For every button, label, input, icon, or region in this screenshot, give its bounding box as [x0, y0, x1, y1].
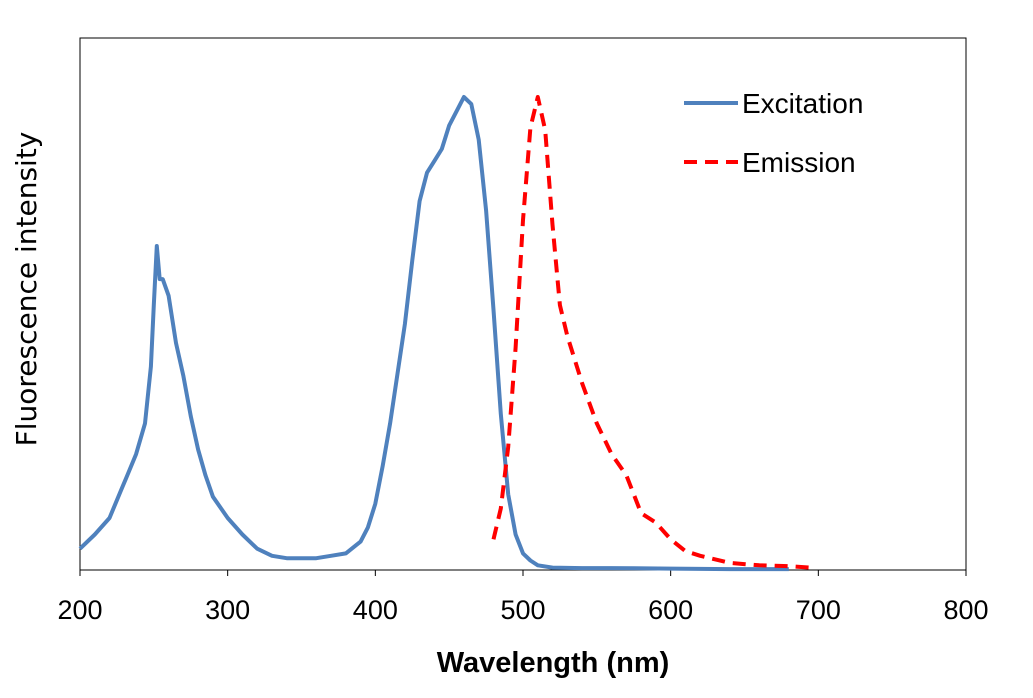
x-tick-label: 700: [796, 595, 841, 625]
series-line-emission: [491, 95, 812, 570]
x-axis-ticks: 200 300 400 500 600 700 800: [57, 570, 989, 625]
legend-label-excitation: Excitation: [742, 88, 863, 119]
x-tick-label: 800: [943, 595, 988, 625]
x-tick-label: 400: [353, 595, 398, 625]
x-tick-label: 300: [205, 595, 250, 625]
x-tick-label: 600: [648, 595, 693, 625]
x-axis-title: Wavelength (nm): [437, 647, 670, 679]
x-tick-label: 200: [57, 595, 102, 625]
legend-label-emission: Emission: [742, 147, 856, 178]
x-tick-label: 500: [500, 595, 545, 625]
series-layer: [78, 95, 812, 572]
series-line-excitation: [78, 95, 789, 572]
legend: Excitation Emission: [684, 88, 863, 178]
y-axis-title: Fluorescence intensity: [10, 132, 43, 447]
